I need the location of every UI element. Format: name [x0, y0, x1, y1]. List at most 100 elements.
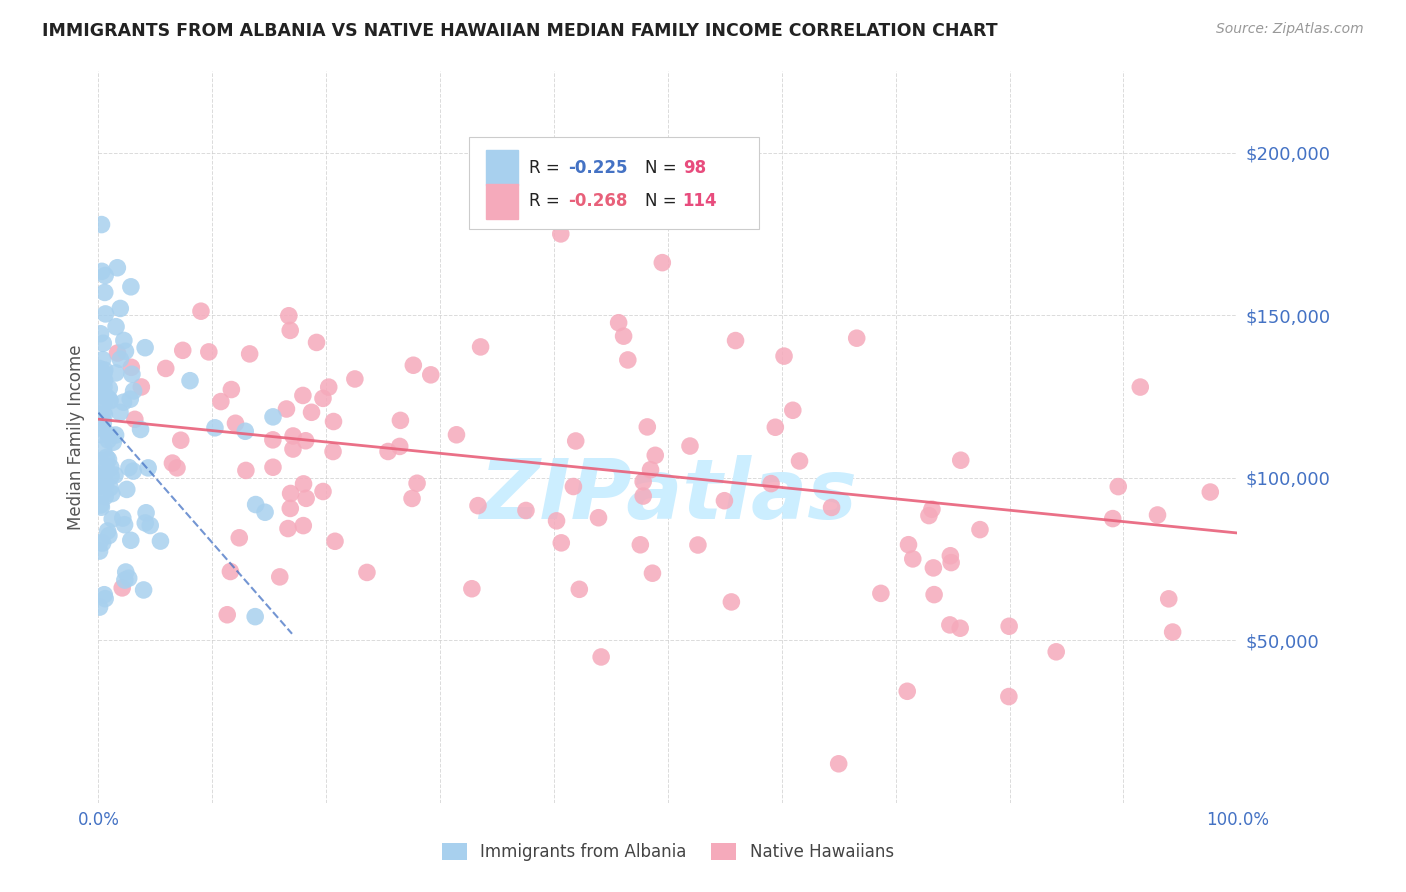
Point [90, 264, 112, 278]
Point [93, 397, 115, 411]
Point [461, 582, 484, 596]
Point [277, 522, 299, 536]
Point [90, 470, 112, 484]
Point [97, 427, 120, 442]
Point [922, 561, 945, 575]
Point [467, 499, 489, 513]
Point [588, 510, 610, 524]
Point [91, 411, 114, 425]
Point [998, 619, 1021, 633]
Point [1157, 591, 1180, 606]
Point [262, 409, 284, 424]
Text: ZIPatlas: ZIPatlas [479, 455, 856, 536]
Point [262, 460, 284, 475]
Point [278, 501, 301, 516]
Point [100, 469, 122, 483]
Point [93, 373, 115, 387]
Point [276, 402, 298, 417]
Point [97, 452, 120, 467]
Point [97, 433, 120, 447]
Point [998, 690, 1021, 704]
Point [90, 218, 112, 232]
Point [91, 536, 114, 550]
Point [922, 588, 945, 602]
Point [918, 508, 941, 523]
Point [233, 424, 256, 438]
Point [713, 493, 735, 508]
Point [1146, 508, 1168, 522]
Point [104, 468, 127, 483]
Bar [485, 184, 517, 219]
Point [98, 381, 121, 395]
Point [90, 454, 112, 468]
Point [89, 326, 111, 341]
Text: IMMIGRANTS FROM ALBANIA VS NATIVE HAWAIIAN MEDIAN FAMILY INCOME CORRELATION CHAR: IMMIGRANTS FROM ALBANIA VS NATIVE HAWAII… [42, 22, 998, 40]
Point [295, 491, 318, 506]
Point [224, 417, 246, 431]
Point [294, 434, 316, 448]
Point [969, 523, 991, 537]
Point [132, 582, 155, 597]
Point [107, 346, 129, 360]
Point [281, 442, 304, 456]
Point [134, 341, 156, 355]
Point [641, 566, 664, 581]
Point [120, 280, 142, 294]
Point [356, 566, 378, 580]
Point [97, 528, 120, 542]
Point [591, 650, 613, 665]
Point [89, 479, 111, 493]
Point [93, 471, 115, 485]
Point [897, 538, 920, 552]
Point [93, 408, 115, 422]
Text: Source: ZipAtlas.com: Source: ZipAtlas.com [1216, 22, 1364, 37]
Point [292, 476, 315, 491]
Point [782, 403, 804, 417]
Point [631, 475, 654, 489]
Point [292, 518, 315, 533]
Point [845, 331, 868, 345]
Point [93, 380, 115, 394]
Point [1045, 645, 1067, 659]
Point [135, 506, 157, 520]
Point [277, 309, 299, 323]
Point [631, 489, 654, 503]
Point [896, 684, 918, 698]
Point [280, 486, 302, 500]
Point [318, 380, 340, 394]
Point [91, 416, 114, 430]
Point [828, 756, 851, 771]
Point [322, 444, 344, 458]
Point [105, 319, 128, 334]
Point [91, 485, 114, 500]
Point [162, 456, 184, 470]
Point [101, 512, 124, 526]
Point [104, 428, 127, 442]
Point [1107, 480, 1129, 494]
Point [607, 316, 630, 330]
Text: 98: 98 [683, 159, 706, 177]
Point [209, 394, 232, 409]
Point [112, 395, 135, 409]
Point [291, 388, 314, 402]
Point [91, 352, 114, 367]
Point [93, 405, 115, 419]
Point [93, 588, 115, 602]
Point [239, 347, 262, 361]
Point [98, 393, 121, 408]
Point [89, 535, 111, 549]
Point [870, 586, 893, 600]
Point [401, 491, 423, 506]
Point [94, 591, 117, 606]
Point [131, 380, 153, 394]
Point [568, 582, 591, 597]
Point [388, 439, 411, 453]
Text: -0.225: -0.225 [568, 159, 627, 177]
Point [820, 500, 842, 515]
Point [406, 476, 429, 491]
Point [235, 463, 257, 477]
Point [124, 412, 146, 426]
Point [136, 461, 159, 475]
Point [245, 498, 267, 512]
Point [305, 335, 328, 350]
